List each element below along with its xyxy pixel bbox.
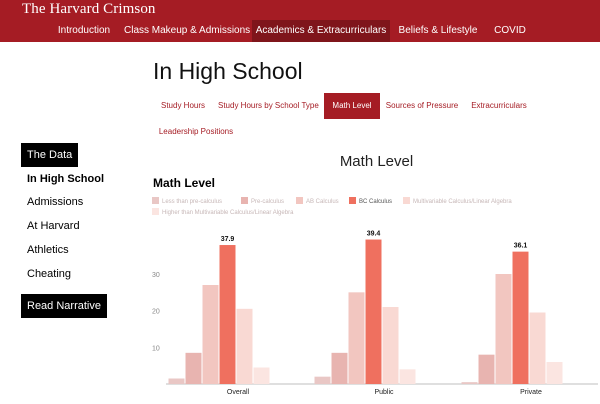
bar[interactable]	[365, 239, 382, 384]
y-tick-label: 20	[152, 309, 160, 316]
tab-extracurriculars[interactable]: Extracurriculars	[471, 101, 527, 110]
x-tick-label: Private	[520, 389, 542, 396]
page-title: In High School	[153, 58, 303, 84]
tab-sources-of-pressure[interactable]: Sources of Pressure	[385, 101, 459, 110]
bar-data-label: 37.9	[221, 236, 235, 243]
legend-label: Multivariable Calculus/Linear Algebra	[413, 199, 512, 205]
sidebar-item-in-high-school[interactable]: In High School	[27, 173, 104, 185]
legend-item-multivariable[interactable]: Multivariable Calculus/Linear Algebra	[403, 197, 512, 207]
legend-swatch	[296, 197, 303, 205]
legend-swatch	[349, 197, 356, 205]
bar[interactable]	[219, 245, 236, 384]
sidebar-item-admissions[interactable]: Admissions	[27, 196, 84, 208]
tab-leadership-positions[interactable]: Leadership Positions	[158, 127, 234, 136]
the-data-button[interactable]: The Data	[21, 143, 79, 167]
section-heading: Math Level	[0, 153, 600, 171]
legend-swatch	[152, 208, 159, 216]
legend-label: AB Calculus	[306, 199, 339, 205]
bar[interactable]	[512, 251, 529, 384]
tab-study-hours-by-school-type[interactable]: Study Hours by School Type	[218, 101, 319, 110]
site-logo[interactable]: The Harvard Crimson	[22, 1, 156, 17]
bar[interactable]	[461, 382, 478, 384]
bar[interactable]	[236, 308, 253, 384]
bar[interactable]	[331, 352, 348, 384]
read-narrative-button[interactable]: Read Narrative	[21, 294, 107, 318]
legend-label: Less than pre-calculus	[162, 199, 223, 205]
legend-item-bc-calculus[interactable]: BC Calculus	[349, 197, 392, 207]
bar[interactable]	[168, 378, 185, 385]
bar[interactable]	[185, 352, 202, 384]
nav-beliefs-lifestyle[interactable]: Beliefs & Lifestyle	[398, 25, 478, 36]
legend-item-ab-calculus[interactable]: AB Calculus	[296, 197, 339, 207]
legend-item-less-than-pre-calculus[interactable]: Less than pre-calculus	[152, 197, 222, 207]
x-tick-label: Overall	[227, 389, 250, 396]
bar-data-label: 39.4	[367, 231, 381, 238]
chart-title: Math Level	[153, 176, 216, 190]
legend-swatch	[152, 197, 159, 205]
bar[interactable]	[546, 362, 563, 384]
bar[interactable]	[529, 312, 546, 385]
bar[interactable]	[314, 376, 331, 384]
site-header: The Harvard Crimson Introduction Class M…	[0, 0, 600, 42]
bar[interactable]	[382, 307, 399, 384]
legend-item-pre-calculus[interactable]: Pre-calculus	[241, 197, 284, 207]
y-tick-label: 10	[152, 345, 160, 352]
legend-swatch	[403, 197, 410, 205]
section-heading-text: Math Level	[339, 153, 414, 170]
tab-study-hours[interactable]: Study Hours	[160, 101, 206, 110]
bar[interactable]	[478, 354, 495, 384]
sidebar-item-cheating[interactable]: Cheating	[27, 268, 72, 280]
legend-label: Pre-calculus	[251, 199, 285, 205]
legend-item-higher-than-multivariable[interactable]: Higher than Multivariable Calculus/Linea…	[152, 208, 293, 218]
bar-data-label: 36.1	[514, 243, 528, 250]
x-tick-label: Public	[374, 389, 394, 396]
legend-label: Higher than Multivariable Calculus/Linea…	[162, 210, 294, 216]
top-navigation: Introduction Class Makeup & Admissions A…	[0, 20, 600, 42]
sidebar-item-athletics[interactable]: Athletics	[27, 244, 69, 256]
nav-academics-extracurriculars[interactable]: Academics & Extracurriculars	[252, 20, 390, 42]
legend-label: BC Calculus	[359, 199, 393, 205]
bar[interactable]	[399, 369, 416, 384]
bar[interactable]	[348, 292, 365, 384]
y-tick-label: 30	[152, 272, 160, 279]
nav-introduction[interactable]: Introduction	[57, 25, 111, 36]
sidebar-item-at-harvard[interactable]: At Harvard	[27, 220, 80, 232]
legend-swatch	[241, 197, 248, 205]
nav-class-makeup-admissions[interactable]: Class Makeup & Admissions	[124, 25, 251, 36]
bar[interactable]	[202, 285, 219, 384]
bar[interactable]	[495, 274, 512, 384]
tab-math-level[interactable]: Math Level	[324, 93, 380, 119]
bar[interactable]	[253, 367, 270, 385]
nav-covid[interactable]: COVID	[494, 25, 526, 36]
